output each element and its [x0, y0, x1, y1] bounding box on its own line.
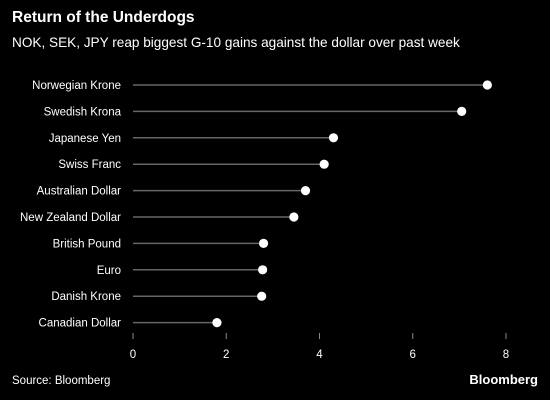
- x-tick-label: 6: [410, 349, 416, 361]
- lollipop-marker: [258, 238, 269, 248]
- lollipop-row: Swedish Krona: [44, 106, 467, 118]
- category-label: Danish Krone: [51, 291, 121, 303]
- lollipop-row: New Zealand Dollar: [20, 212, 299, 224]
- lollipop-marker: [212, 318, 222, 328]
- x-tick-label: 0: [130, 349, 136, 361]
- x-tick-label: 8: [503, 349, 509, 361]
- chart-rows: Norwegian Krone Swedish Krona Japanese Yen…: [20, 80, 492, 330]
- lollipop-marker: [482, 80, 492, 90]
- chart-subtitle: NOK, SEK, JPY reap biggest G-10 gains ag…: [12, 35, 460, 50]
- lollipop-row: British Pound: [53, 238, 269, 250]
- category-label: British Pound: [53, 238, 121, 250]
- source-note: Source: Bloomberg: [12, 375, 111, 387]
- category-label: Canadian Dollar: [39, 318, 122, 330]
- lollipop-row: Norwegian Krone: [32, 80, 492, 92]
- x-axis: 0 2 4 6 8: [130, 333, 509, 361]
- lollipop-marker: [457, 106, 467, 116]
- lollipop-marker: [328, 133, 339, 143]
- x-tick-label: 2: [223, 349, 229, 361]
- brand-logo: Bloomberg: [469, 372, 538, 387]
- lollipop-marker: [319, 159, 329, 169]
- category-label: Australian Dollar: [37, 186, 122, 198]
- category-label: Swiss Franc: [58, 159, 121, 171]
- lollipop-row: Danish Krone: [51, 291, 267, 303]
- lollipop-row: Australian Dollar: [37, 186, 311, 198]
- category-label: Japanese Yen: [49, 133, 121, 145]
- chart-title: Return of the Underdogs: [12, 9, 195, 26]
- lollipop-row: Euro: [97, 265, 268, 277]
- lollipop-row: Swiss Franc: [58, 159, 329, 171]
- lollipop-marker: [258, 265, 268, 275]
- category-label: Norwegian Krone: [32, 80, 121, 92]
- category-label: New Zealand Dollar: [20, 212, 121, 224]
- category-label: Euro: [97, 265, 121, 277]
- lollipop-row: Japanese Yen: [49, 133, 339, 145]
- x-tick-label: 4: [316, 349, 323, 361]
- lollipop-marker: [257, 291, 267, 301]
- lollipop-row: Canadian Dollar: [39, 318, 222, 330]
- lollipop-marker: [289, 212, 299, 222]
- lollipop-marker: [300, 186, 311, 196]
- category-label: Swedish Krona: [44, 106, 122, 118]
